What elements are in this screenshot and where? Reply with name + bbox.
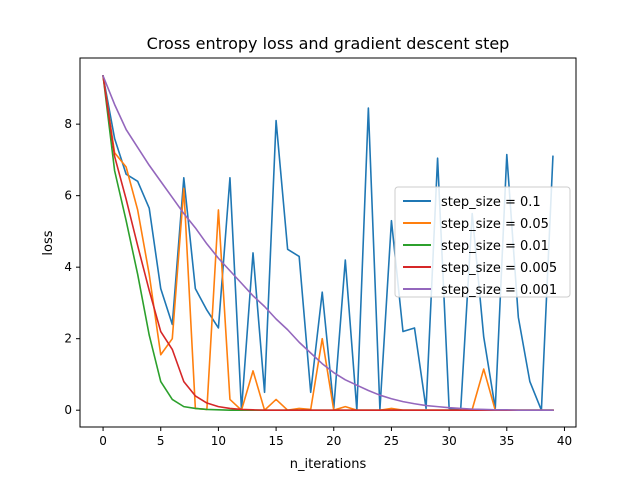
y-tick-label: 6	[64, 189, 72, 203]
x-tick-label: 10	[211, 434, 226, 448]
legend-label: step_size = 0.01	[441, 239, 549, 254]
legend: step_size = 0.1 step_size = 0.05 step_size…	[394, 186, 571, 298]
x-tick-label: 35	[499, 434, 514, 448]
y-tick-label: 4	[64, 260, 72, 274]
chart-title: Cross entropy loss and gradient descent …	[147, 34, 510, 53]
x-tick-label: 20	[326, 434, 341, 448]
x-axis: 0 5 10 15 20 25 30 35 40	[99, 427, 572, 448]
x-axis-label: n_iterations	[290, 457, 367, 472]
series-line-3	[102, 74, 554, 411]
series-line-1	[102, 74, 554, 411]
y-axis: 0 2 4 6 8	[64, 117, 80, 417]
legend-label: step_size = 0.005	[441, 261, 557, 276]
y-tick-label: 2	[64, 332, 72, 346]
legend-label: step_size = 0.001	[441, 283, 557, 298]
x-tick-label: 15	[268, 434, 283, 448]
x-tick-label: 5	[157, 434, 165, 448]
legend-label: step_size = 0.05	[441, 217, 549, 232]
series-line-4	[102, 74, 554, 411]
x-tick-label: 40	[557, 434, 572, 448]
y-axis-label: loss	[41, 230, 56, 255]
y-tick-label: 0	[64, 403, 72, 417]
x-tick-label: 30	[441, 434, 456, 448]
y-tick-label: 8	[64, 117, 72, 131]
legend-box	[394, 186, 571, 298]
x-tick-label: 0	[99, 434, 107, 448]
x-tick-label: 25	[384, 434, 399, 448]
plot-area	[79, 57, 577, 428]
legend-label: step_size = 0.1	[441, 195, 541, 210]
